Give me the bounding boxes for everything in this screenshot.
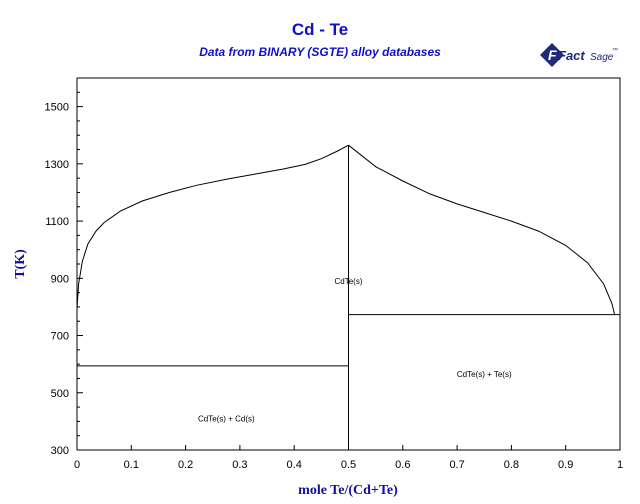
y-axis-ticks: 300 500 700 900 1100 1300 1500 bbox=[45, 77, 83, 457]
y-tick-label: 700 bbox=[51, 331, 69, 343]
y-tick-label: 900 bbox=[51, 273, 69, 285]
phase-boundary-line bbox=[348, 144, 616, 315]
x-tick-label: 0.3 bbox=[232, 459, 247, 471]
y-axis-label: T(K) bbox=[13, 249, 28, 279]
y-tick-label: 500 bbox=[51, 388, 69, 400]
y-tick-label: 1300 bbox=[45, 159, 69, 171]
phase-boundary-line bbox=[76, 144, 349, 309]
x-tick-label: 0.9 bbox=[558, 459, 573, 471]
factsage-logo: F Fact Sage ™ bbox=[540, 43, 618, 67]
x-tick-label: 0.4 bbox=[287, 459, 302, 471]
logo-f-letter: F bbox=[548, 47, 557, 63]
logo-fact-text: Fact bbox=[558, 48, 585, 63]
logo-sage-text: Sage bbox=[590, 52, 614, 63]
x-tick-label: 0 bbox=[74, 459, 80, 471]
x-tick-label: 1 bbox=[617, 459, 623, 471]
x-tick-label: 0.8 bbox=[504, 459, 519, 471]
chart-subtitle: Data from BINARY (SGTE) alloy databases bbox=[199, 45, 441, 59]
region-labels: CdTe(s) CdTe(s) + Te(s) CdTe(s) + Cd(s) bbox=[198, 277, 512, 423]
phase-boundaries bbox=[76, 144, 620, 450]
region-label: CdTe(s) + Te(s) bbox=[457, 370, 512, 379]
x-tick-label: 0.7 bbox=[449, 459, 464, 471]
logo-diamond-icon bbox=[540, 43, 564, 67]
logo-tm-text: ™ bbox=[612, 47, 618, 54]
x-axis-ticks: 0 0.1 0.2 0.3 0.4 0.5 0.6 0.7 0.8 0.9 1 bbox=[74, 445, 623, 471]
y-tick-label: 1500 bbox=[45, 102, 69, 114]
x-tick-label: 0.6 bbox=[395, 459, 410, 471]
y-tick-label: 1100 bbox=[45, 216, 69, 228]
x-axis-label: mole Te/(Cd+Te) bbox=[298, 483, 398, 498]
y-tick-label: 300 bbox=[51, 445, 69, 457]
region-label: CdTe(s) + Cd(s) bbox=[198, 414, 255, 423]
x-tick-label: 0.1 bbox=[124, 459, 139, 471]
chart-title: Cd - Te bbox=[291, 20, 349, 39]
x-tick-label: 0.5 bbox=[341, 459, 356, 471]
region-label: CdTe(s) bbox=[334, 277, 362, 286]
x-tick-label: 0.2 bbox=[178, 459, 193, 471]
